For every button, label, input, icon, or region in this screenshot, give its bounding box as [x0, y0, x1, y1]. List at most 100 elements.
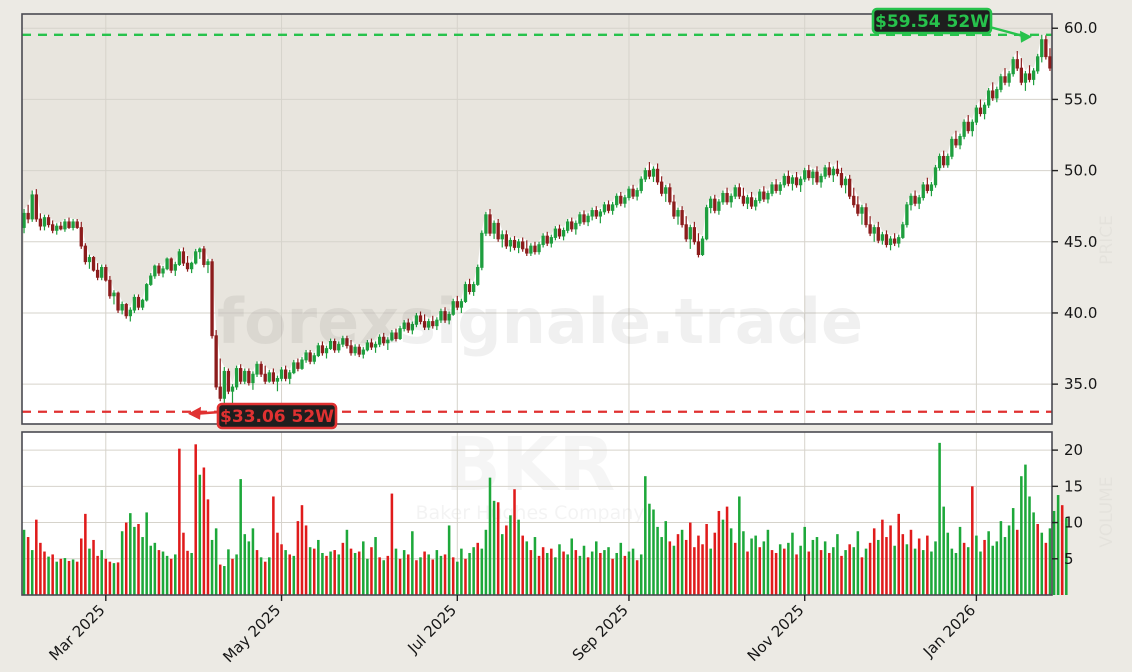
candle-body — [185, 262, 190, 270]
volume-bar — [308, 547, 312, 595]
candle-body — [283, 369, 288, 379]
low-badge-box — [216, 402, 338, 430]
volume-bar — [317, 539, 320, 595]
candle-body — [627, 188, 631, 199]
candle-body — [905, 204, 909, 226]
volume-bar — [991, 545, 995, 595]
volume-bar — [284, 550, 287, 595]
candle-body — [247, 370, 251, 384]
candle-body — [140, 299, 145, 308]
candle-body — [704, 207, 709, 240]
volume-bar — [382, 560, 385, 595]
volume-bar — [509, 515, 512, 595]
candle-body — [831, 168, 835, 176]
volume-bar — [1052, 510, 1056, 595]
volume-bar — [112, 563, 116, 595]
candle-body — [390, 332, 394, 341]
candle-body — [639, 178, 643, 191]
candle-body — [803, 170, 807, 180]
candle-body — [341, 338, 345, 345]
candle-body — [206, 261, 210, 265]
candle-body — [721, 192, 725, 203]
volume-bar — [803, 526, 806, 595]
candle-body — [210, 261, 214, 337]
volume-bar — [411, 531, 414, 595]
volume-bar — [186, 550, 189, 595]
volume-bar — [1015, 529, 1019, 595]
volume-bar — [325, 555, 328, 595]
candle-body — [725, 192, 729, 203]
candle-body — [549, 237, 553, 244]
candle-body — [811, 171, 815, 179]
candle-body — [30, 194, 34, 220]
volume-bar — [1032, 512, 1035, 595]
price-panel-border — [21, 13, 1053, 425]
volume-bar — [909, 529, 913, 595]
candle-body — [492, 222, 496, 234]
candle-body — [921, 184, 925, 199]
volume-bar — [182, 532, 185, 595]
candle-body — [508, 239, 513, 247]
volume-bar — [893, 545, 896, 595]
candle-body — [255, 363, 259, 375]
candle-body — [1040, 39, 1044, 58]
candle-body — [749, 197, 754, 207]
volume-bar — [1060, 505, 1064, 595]
candle-body — [970, 121, 974, 132]
volume-bar — [840, 555, 843, 595]
candle-body — [476, 267, 480, 285]
candle-body — [937, 155, 942, 169]
candle-body — [435, 319, 439, 327]
candle-body — [909, 195, 913, 206]
volume-bar — [92, 539, 95, 595]
volume-bar — [30, 550, 34, 595]
candle-body — [149, 275, 153, 285]
candle-body — [901, 224, 905, 238]
volume-bar — [672, 545, 676, 595]
candle-body — [471, 284, 476, 293]
candle-body — [668, 187, 672, 203]
volume-bar — [545, 552, 549, 595]
volume-bar — [856, 531, 860, 595]
candle-body — [786, 175, 791, 184]
candle-body — [165, 258, 169, 270]
volume-bar — [427, 554, 430, 595]
volume-bar — [1028, 496, 1031, 595]
high-arrow-line — [985, 24, 1027, 38]
volume-bar — [639, 554, 643, 595]
volume-bar — [288, 554, 291, 595]
candle-body — [729, 195, 733, 203]
volume-bar — [243, 534, 247, 595]
candle-body — [259, 363, 263, 375]
candle-body — [251, 373, 255, 384]
candle-body — [349, 345, 353, 354]
volume-bar — [149, 545, 153, 595]
volume-bar — [464, 558, 467, 595]
volume-bar — [860, 557, 864, 595]
volume-bar — [145, 512, 148, 595]
volume-bar — [406, 554, 410, 595]
candle-body — [884, 234, 889, 246]
volume-bar — [832, 547, 835, 595]
volume-bar — [1040, 532, 1044, 595]
volume-bar — [374, 537, 377, 595]
candle-body — [120, 304, 124, 311]
candle-body — [688, 227, 692, 240]
candle-body — [623, 197, 627, 204]
candle-body — [128, 309, 132, 317]
high-badge-group: $59.54 52W — [871, 7, 993, 35]
volume-bar — [795, 554, 798, 595]
volume-bar — [926, 535, 929, 595]
volume-bar — [754, 535, 757, 595]
volume-bar — [431, 559, 435, 595]
volume-bar — [791, 532, 794, 595]
volume-bar — [934, 541, 937, 595]
candle-body — [819, 175, 823, 183]
volume-bar — [26, 537, 30, 595]
volume-bar — [746, 551, 749, 595]
candle-body — [962, 121, 966, 137]
candle-body — [778, 184, 782, 191]
volume-bar — [513, 489, 516, 595]
volume-bar — [137, 524, 140, 595]
